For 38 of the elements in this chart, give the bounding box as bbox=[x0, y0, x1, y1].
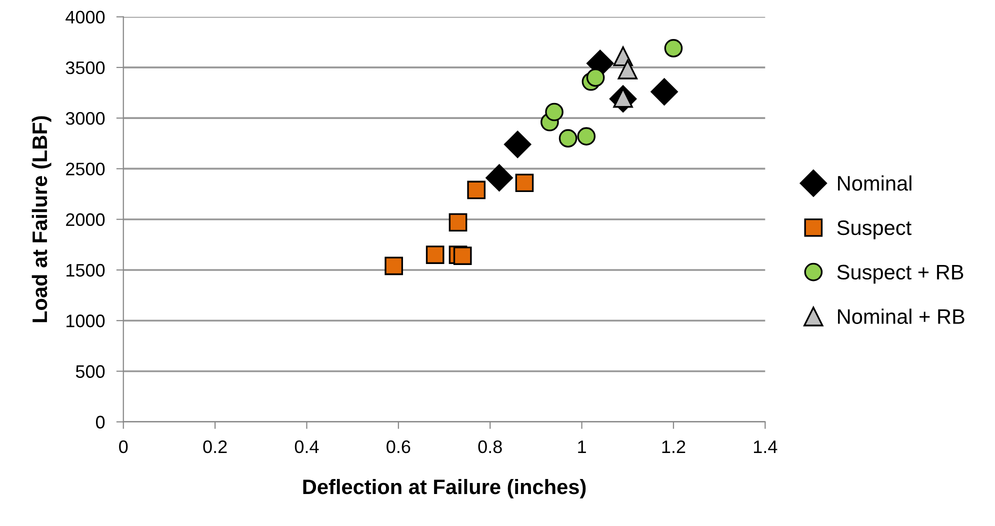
legend-label: Nominal bbox=[838, 175, 912, 191]
x-tick-label: 0 bbox=[119, 440, 128, 454]
y-tick-label: 1500 bbox=[66, 264, 105, 277]
x-tick-label: 1 bbox=[578, 440, 586, 453]
legend-label: Nominal + RB bbox=[838, 308, 964, 324]
point bbox=[558, 129, 578, 148]
x-axis-title: Deflection at Failure (inches) bbox=[303, 478, 586, 498]
x-tick-label: 1.4 bbox=[754, 440, 778, 453]
point bbox=[384, 256, 404, 276]
y-tick-label: 3000 bbox=[66, 112, 105, 125]
y-tick-label: 0 bbox=[96, 416, 105, 429]
point bbox=[650, 78, 678, 106]
point bbox=[577, 127, 596, 146]
point bbox=[664, 39, 683, 58]
y-axis-title: Load at Failure (LBF) bbox=[32, 116, 52, 322]
point bbox=[467, 180, 486, 200]
point bbox=[618, 60, 638, 80]
y-tick-label: 500 bbox=[76, 365, 105, 378]
legend-label: Suspect + RB bbox=[837, 264, 964, 284]
x-tick-label: 0.4 bbox=[294, 440, 319, 454]
x-tick-label: 0.2 bbox=[203, 440, 227, 454]
point bbox=[453, 246, 472, 265]
x-tick-label: 1.2 bbox=[662, 440, 686, 453]
point bbox=[426, 246, 444, 264]
point bbox=[586, 68, 605, 87]
point bbox=[486, 164, 513, 192]
point bbox=[504, 130, 532, 158]
point bbox=[545, 102, 564, 122]
point bbox=[448, 213, 468, 232]
y-tick-label: 2500 bbox=[66, 162, 105, 176]
y-tick-label: 3500 bbox=[66, 61, 105, 74]
point bbox=[515, 174, 534, 192]
y-tick-label: 4000 bbox=[66, 10, 105, 24]
x-tick-label: 0.6 bbox=[386, 440, 410, 454]
x-tick-label: 0.8 bbox=[478, 440, 502, 454]
legend-label: Suspect bbox=[837, 220, 912, 240]
y-tick-label: 2000 bbox=[66, 213, 105, 226]
y-tick-label: 1000 bbox=[66, 314, 105, 328]
